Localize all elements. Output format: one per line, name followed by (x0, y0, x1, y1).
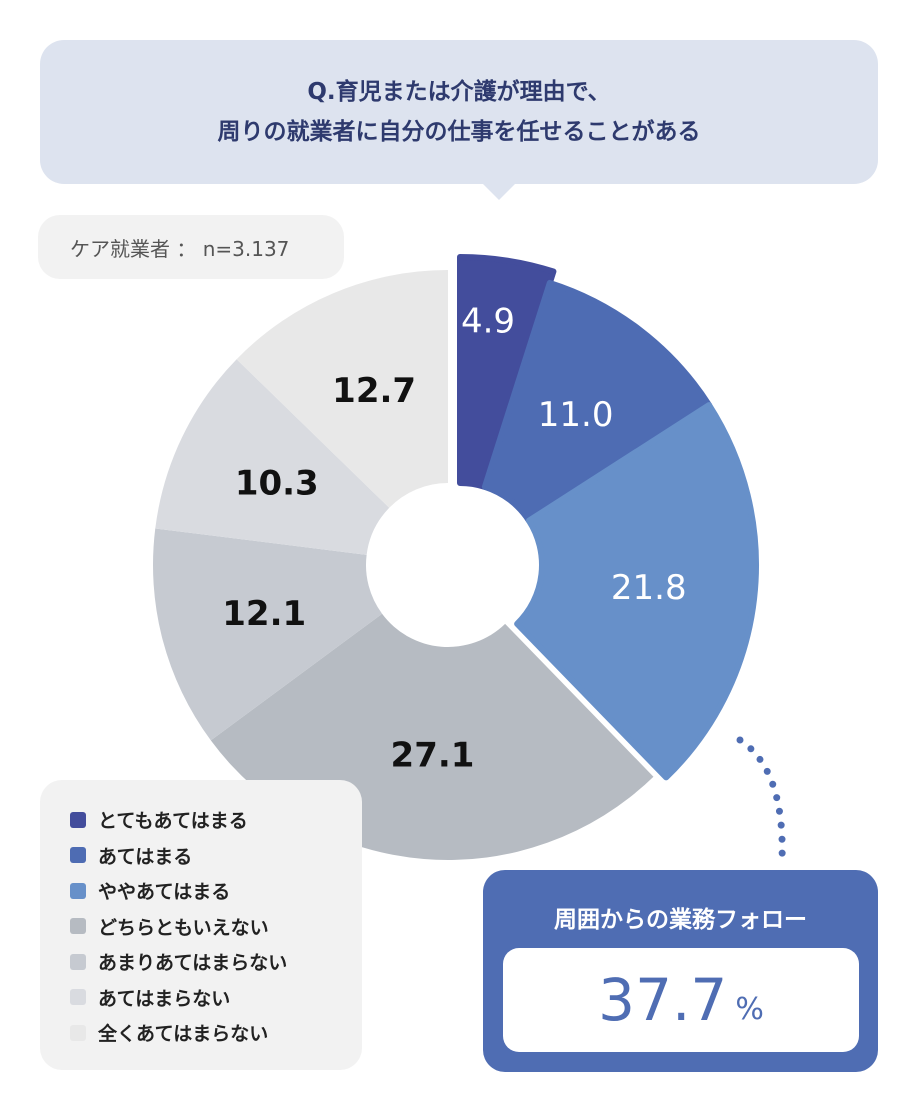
callout-value-box: 37.7% (503, 948, 859, 1052)
sample-size-label: ケア就業者 ： n=3.137 (38, 215, 344, 279)
legend-label: あてはまらない (98, 987, 231, 1010)
legend-item: どちらともいえない (70, 909, 362, 945)
question-banner: Q.育児または介護が理由で、 周りの就業者に自分の仕事を任せることがある (40, 40, 878, 200)
data-label-0: 4.9 (461, 302, 515, 342)
legend-swatch (70, 953, 86, 970)
data-label-2: 21.8 (611, 568, 687, 608)
legend-swatch (70, 847, 86, 864)
legend-item: とてもあてはまる (70, 802, 362, 838)
legend-swatch (70, 918, 86, 935)
data-label-4: 12.1 (222, 594, 306, 634)
legend-label: あてはまる (98, 845, 193, 868)
callout-title: 周囲からの業務フォロー (554, 907, 807, 933)
legend-swatch (70, 882, 86, 899)
legend-swatch (70, 989, 86, 1006)
legend-item: あてはまらない (70, 980, 362, 1016)
data-label-1: 11.0 (538, 395, 614, 435)
legend-label: とてもあてはまる (98, 810, 248, 833)
question-line2: 周りの就業者に自分の仕事を任せることがある (217, 119, 701, 145)
legend-label: どちらともいえない (98, 916, 269, 939)
slice-1 (481, 279, 713, 524)
callout-connector (736, 736, 786, 864)
data-label-3: 27.1 (391, 735, 475, 775)
legend-swatch (70, 811, 86, 828)
legend-item: 全くあてはまらない (70, 1015, 362, 1051)
slice-0 (457, 254, 557, 490)
legend-item: ややあてはまる (70, 873, 362, 909)
legend-swatch (70, 1024, 86, 1041)
legend: とてもあてはまる あてはまるややあてはまるどちらともいえない あまりあてはまらないあ… (40, 780, 362, 1070)
callout-value: 37.7 (598, 966, 728, 1034)
slice-2 (514, 402, 759, 781)
slice-6 (236, 270, 448, 508)
legend-item: あまりあてはまらない (70, 944, 362, 980)
data-label-6: 12.7 (332, 371, 416, 411)
callout-unit: % (735, 991, 764, 1027)
legend-item: あてはまる (70, 838, 362, 874)
question-line1: Q.育児または介護が理由で、 (307, 79, 611, 105)
legend-label: あまりあてはまらない (98, 952, 288, 975)
slice-4 (152, 528, 383, 741)
slice-5 (155, 359, 390, 555)
callout-box: 周囲からの業務フォロー 37.7% (483, 870, 878, 1072)
legend-label: 全くあてはまらない (98, 1023, 269, 1046)
data-label-5: 10.3 (235, 464, 319, 504)
legend-label: ややあてはまる (98, 881, 231, 904)
